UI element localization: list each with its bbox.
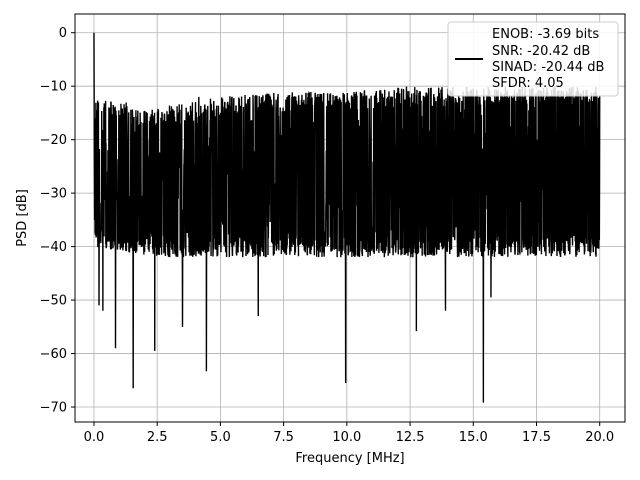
x-tick-label: 17.5 <box>522 430 551 445</box>
legend-sfdr: SFDR: 4.05 <box>492 76 564 91</box>
legend-snr: SNR: -20.42 dB <box>492 44 590 59</box>
x-tick-label: 0.0 <box>84 430 105 445</box>
y-tick-label: −40 <box>40 240 67 255</box>
legend-box <box>447 21 619 97</box>
y-axis-label: PSD [dB] <box>15 189 30 247</box>
x-axis-ticks: 0.0 2.5 5.0 7.5 10.0 12.5 15.0 17.5 20.0 <box>84 422 614 445</box>
y-tick-label: −10 <box>40 80 67 95</box>
y-tick-label: −20 <box>40 133 67 148</box>
legend-enob: ENOB: -3.69 bits <box>492 27 599 42</box>
x-tick-label: 7.5 <box>273 430 294 445</box>
y-axis-ticks: 0 −10 −20 −30 −40 −50 −60 −70 <box>40 26 75 416</box>
x-axis-label: Frequency [MHz] <box>295 451 404 466</box>
psd-line <box>93 32 601 403</box>
axes-frame <box>74 13 626 423</box>
legend-sinad: SINAD: -20.44 dB <box>492 60 604 75</box>
legend: ENOB: -3.69 bits SNR: -20.42 dB SINAD: -… <box>447 21 619 97</box>
x-tick-label: 20.0 <box>585 430 614 445</box>
y-tick-label: 0 <box>59 26 67 41</box>
psd-series <box>93 32 601 403</box>
y-tick-label: −70 <box>40 401 67 416</box>
plot-area <box>93 32 601 403</box>
y-tick-label: −30 <box>40 187 67 202</box>
x-tick-label: 15.0 <box>459 430 488 445</box>
y-tick-label: −50 <box>40 294 67 309</box>
y-tick-label: −60 <box>40 347 67 362</box>
x-tick-label: 12.5 <box>396 430 425 445</box>
x-tick-label: 2.5 <box>147 430 168 445</box>
x-tick-label: 5.0 <box>210 430 231 445</box>
x-tick-label: 10.0 <box>332 430 361 445</box>
